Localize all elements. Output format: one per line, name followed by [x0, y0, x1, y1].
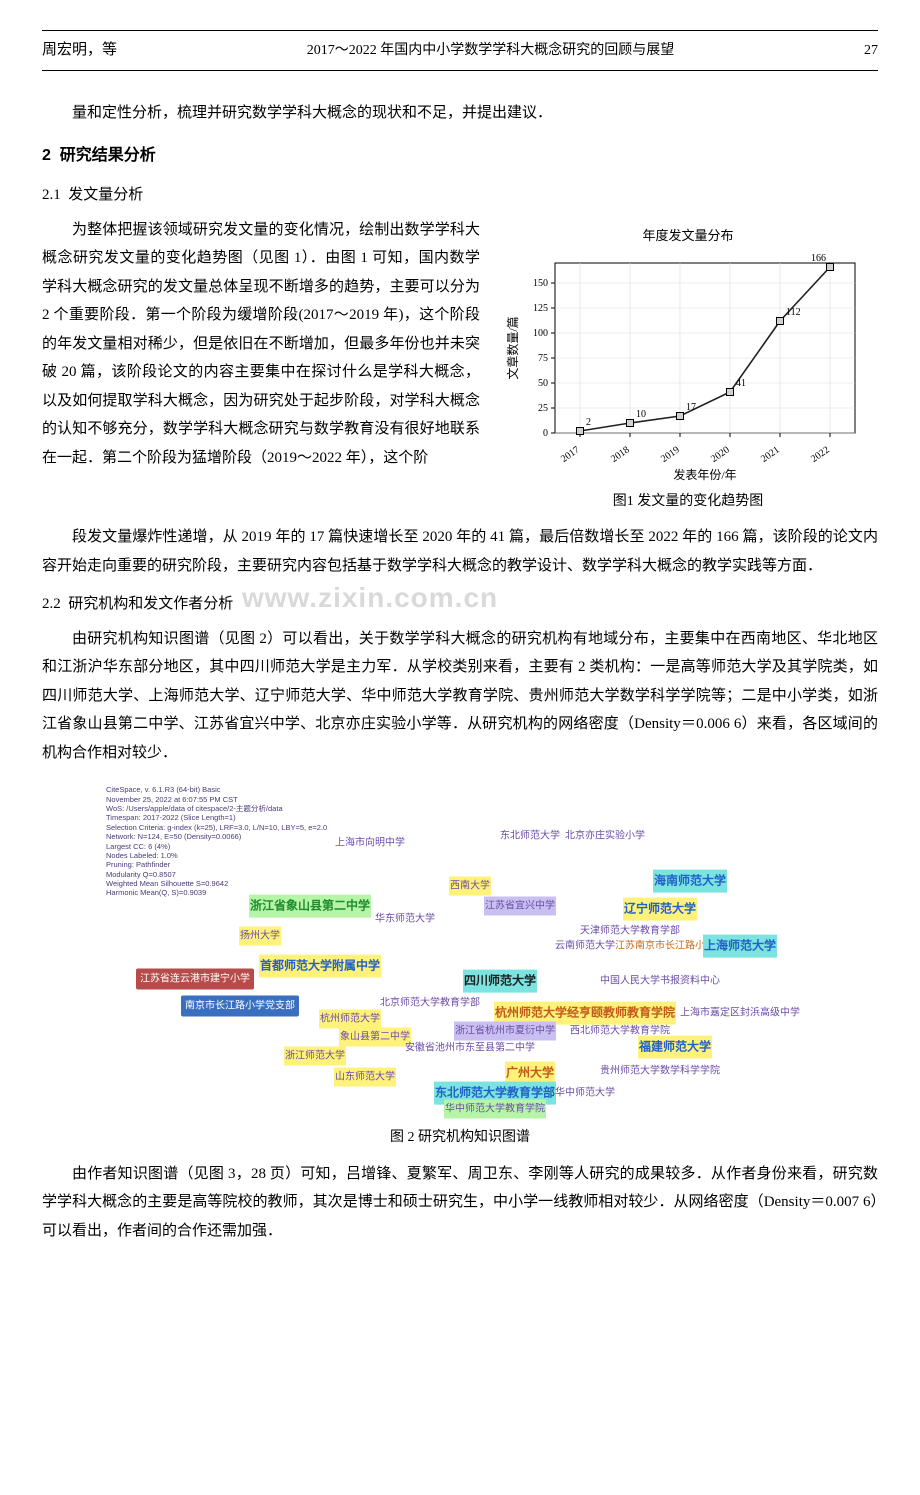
intro-line: 量和定性分析，梳理并研究数学学科大概念的现状和不足，并提出建议． — [42, 99, 878, 128]
figure-1-block: 年度发文量分布 0 25 50 75 100 125 150 2017 2018 2019 2020… — [498, 224, 878, 515]
svg-text:112: 112 — [786, 307, 801, 318]
figure-2-caption: 图 2 研究机构知识图谱 — [100, 1125, 820, 1152]
page-header: 周宏明，等 2017～2022 年国内中小学数学学科大概念研究的回顾与展望 27 — [42, 30, 878, 71]
figure-1-inner-title: 年度发文量分布 — [498, 224, 878, 249]
svg-text:2017: 2017 — [559, 444, 582, 464]
section-2-num: 2 — [42, 147, 51, 164]
section-2-1-heading: 2.1 发文量分析 — [42, 181, 878, 210]
svg-text:发表年份/年: 发表年份/年 — [673, 467, 736, 482]
paragraph-2-1-b: 段发文量爆炸性递增，从 2019 年的 17 篇快速增长至 2020 年的 41… — [42, 523, 878, 580]
svg-text:50: 50 — [538, 378, 548, 389]
svg-text:25: 25 — [538, 403, 548, 414]
figure-2-meta: CiteSpace, v. 6.1.R3 (64-bit) BasicNovem… — [106, 785, 327, 898]
svg-text:2018: 2018 — [609, 444, 632, 464]
svg-text:17: 17 — [686, 402, 696, 413]
figure-2-block: CiteSpace, v. 6.1.R3 (64-bit) BasicNovem… — [100, 781, 820, 1152]
svg-text:41: 41 — [736, 378, 746, 389]
svg-text:166: 166 — [811, 253, 826, 264]
svg-text:75: 75 — [538, 353, 548, 364]
section-2-2-heading: 2.2 研究机构和发文作者分析 — [42, 590, 878, 619]
svg-text:2021: 2021 — [759, 444, 782, 464]
figure-1-caption: 图1 发文量的变化趋势图 — [498, 489, 878, 516]
section-2-1-title: 发文量分析 — [68, 187, 143, 203]
section-2-1-num: 2.1 — [42, 187, 61, 203]
paragraph-authors: 由作者知识图谱（见图 3，28 页）可知，吕增锋、夏繁军、周卫东、李刚等人研究的… — [42, 1160, 878, 1246]
para1-with-fig1: 年度发文量分布 0 25 50 75 100 125 150 2017 2018 2019 2020… — [42, 216, 878, 523]
svg-text:150: 150 — [533, 278, 548, 289]
section-2-2-title: 研究机构和发文作者分析 — [68, 596, 233, 612]
figure-1-chart: 0 25 50 75 100 125 150 2017 2018 2019 2020 2021 2022… — [503, 253, 873, 483]
svg-text:2022: 2022 — [809, 444, 832, 464]
header-title: 2017～2022 年国内中小学数学学科大概念研究的回顾与展望 — [307, 38, 675, 65]
figure-2-canvas: CiteSpace, v. 6.1.R3 (64-bit) BasicNovem… — [100, 781, 820, 1121]
svg-text:文章数量/篇: 文章数量/篇 — [505, 316, 520, 379]
svg-text:125: 125 — [533, 303, 548, 314]
svg-text:2019: 2019 — [659, 444, 682, 464]
para1b-wrap: www.zixin.com.cn 段发文量爆炸性递增，从 2019 年的 17 … — [42, 523, 878, 580]
svg-text:2: 2 — [586, 417, 591, 428]
paragraph-2-2: 由研究机构知识图谱（见图 2）可以看出，关于数学学科大概念的研究机构有地域分布，… — [42, 625, 878, 768]
section-2-title: 研究结果分析 — [60, 147, 156, 164]
header-page: 27 — [864, 38, 878, 65]
header-authors: 周宏明，等 — [42, 36, 117, 65]
section-2-heading: 2 研究结果分析 — [42, 141, 878, 171]
svg-text:2020: 2020 — [709, 444, 732, 464]
svg-text:100: 100 — [533, 328, 548, 339]
svg-text:10: 10 — [636, 409, 646, 420]
svg-text:0: 0 — [543, 428, 548, 439]
section-2-2-num: 2.2 — [42, 596, 61, 612]
